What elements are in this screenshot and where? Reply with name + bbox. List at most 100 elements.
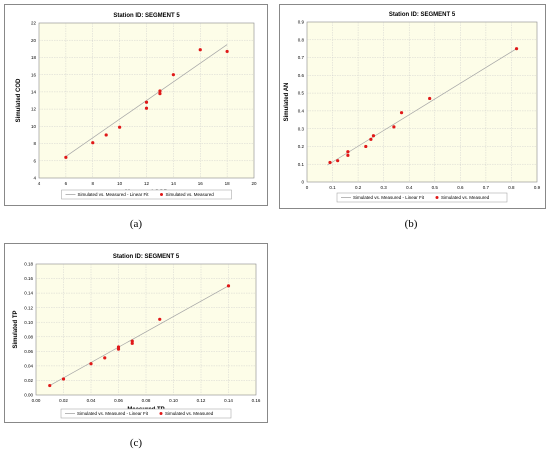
x-tick-label: 0.06 <box>114 398 123 403</box>
y-tick-label: 0.02 <box>24 378 33 383</box>
x-tick-label: 0.04 <box>87 398 96 403</box>
y-tick-label: 0.4 <box>298 108 305 113</box>
data-point <box>118 125 122 129</box>
data-point <box>514 47 519 51</box>
x-tick-label: 0.02 <box>59 398 68 403</box>
tp-scatter-chart: Station ID: SEGMENT 5 0.00 0.02 0.04 0.06 0.0… <box>13 254 261 419</box>
legend-point-swatch <box>160 193 163 196</box>
data-point <box>328 160 332 165</box>
y-tick-label: 18 <box>31 55 37 60</box>
y-tick-label: 10 <box>31 124 37 129</box>
legend-point-label: Simulated vs. Measured <box>441 195 490 200</box>
x-tick-label: 0.1 <box>329 185 336 190</box>
data-point <box>336 159 340 163</box>
chart-title: Station ID: SEGMENT 5 <box>113 13 180 19</box>
y-tick-label: 12 <box>31 107 37 112</box>
linear-fit-line <box>327 48 517 166</box>
data-point <box>346 153 350 157</box>
y-tick-label: 0.8 <box>298 37 305 42</box>
legend-box <box>336 192 508 203</box>
y-tick-label: 0.3 <box>298 126 305 131</box>
x-tick-label: 0.10 <box>169 398 178 403</box>
y-tick-label: 0.2 <box>298 144 305 149</box>
y-tick-label: 14 <box>31 89 37 94</box>
data-point <box>48 383 52 388</box>
data-point <box>116 345 121 349</box>
x-tick-label: 0.14 <box>224 398 233 403</box>
legend-point-label: Simulated vs. Measured <box>166 192 215 197</box>
x-tick-label: 14 <box>171 181 177 186</box>
y-tick-label: 0 <box>301 180 304 185</box>
x-tick-label: 0.6 <box>457 185 464 190</box>
chart-panel-an: Station ID: SEGMENT 5 0 0.1 0.2 0.3 0.4 0.5 0.6… <box>279 4 546 209</box>
data-point <box>158 89 162 93</box>
x-tick-label: 0.4 <box>406 185 413 190</box>
x-tick-label: 0 <box>306 185 309 190</box>
data-point <box>89 362 93 366</box>
y-axis-label: Simulated TP <box>13 310 19 348</box>
y-tick-label: 0.04 <box>24 363 33 368</box>
chart-title: Station ID: SEGMENT 5 <box>389 12 456 18</box>
data-point <box>171 73 175 77</box>
data-point <box>103 356 107 360</box>
y-tick-label: 16 <box>31 72 37 77</box>
y-tick-label: 22 <box>31 21 37 26</box>
legend-box <box>61 189 232 200</box>
chart-title: Station ID: SEGMENT 5 <box>113 254 180 260</box>
data-point <box>144 106 149 110</box>
y-tick-label: 20 <box>31 38 37 43</box>
data-point <box>104 133 108 137</box>
y-tick-label: 0.06 <box>24 349 33 354</box>
data-point <box>369 137 373 141</box>
data-point <box>371 134 376 138</box>
x-tick-label: 0.16 <box>252 398 261 403</box>
x-tick-label: 0.12 <box>197 398 206 403</box>
x-tick-label: 6 <box>65 181 68 186</box>
x-tick-label: 0.3 <box>381 185 388 190</box>
y-axis-label: Simulated COD <box>16 78 22 122</box>
an-scatter-chart: Station ID: SEGMENT 5 0 0.1 0.2 0.3 0.4 0.5 0.6… <box>284 12 541 203</box>
y-tick-label: 0.08 <box>24 334 33 339</box>
legend-fit-label: Simulated vs. Measured - Linear Fit <box>78 192 150 197</box>
x-tick-label: 0.5 <box>432 185 439 190</box>
data-point <box>226 284 231 288</box>
y-tick-label: 0.12 <box>24 305 33 310</box>
data-point <box>399 111 404 115</box>
caption-c: (c) <box>129 437 143 449</box>
data-point <box>364 144 368 149</box>
data-point <box>130 339 134 343</box>
y-tick-label: 0.18 <box>24 262 33 267</box>
x-tick-label: 10 <box>117 181 123 186</box>
x-tick-label: 0.9 <box>534 185 541 190</box>
y-tick-label: 0.7 <box>298 55 305 60</box>
data-point <box>158 317 162 321</box>
y-tick-label: 0.00 <box>24 393 33 398</box>
legend-box <box>60 408 232 419</box>
x-tick-label: 18 <box>225 181 231 186</box>
data-point <box>158 92 162 96</box>
x-tick-label: 8 <box>91 181 94 186</box>
x-tick-label: 4 <box>38 181 41 186</box>
x-tick-label: 0.2 <box>355 185 362 190</box>
linear-fit-line <box>65 44 228 157</box>
data-point <box>64 155 68 159</box>
y-tick-label: 0.1 <box>298 162 305 167</box>
legend-point-swatch <box>159 412 163 415</box>
y-axis-label: Simulated AN <box>284 83 290 122</box>
data-point <box>428 96 432 101</box>
legend-fit-label: Simulated vs. Measured - Linear Fit <box>353 195 425 200</box>
y-tick-label: 0.16 <box>24 276 33 281</box>
x-tick-label: 0.08 <box>142 398 151 403</box>
cod-scatter-chart: Station ID: SEGMENT 5 4 6 8 10 12 14 16 18 20 4 6 8 1… <box>16 13 257 200</box>
data-point <box>198 48 202 52</box>
legend-point-swatch <box>435 196 439 199</box>
x-tick-label: 20 <box>251 181 257 186</box>
legend-fit-label: Simulated vs. Measured - Linear Fit <box>77 411 149 416</box>
caption-a: (a) <box>129 218 143 230</box>
chart-panel-tp: Station ID: SEGMENT 5 0.00 0.02 0.04 0.06 0.0… <box>4 243 268 423</box>
x-tick-label: 12 <box>144 181 150 186</box>
data-point <box>392 125 396 129</box>
data-point <box>61 377 66 381</box>
y-tick-label: 4 <box>33 176 36 181</box>
legend-point-label: Simulated vs. Measured <box>165 411 214 416</box>
